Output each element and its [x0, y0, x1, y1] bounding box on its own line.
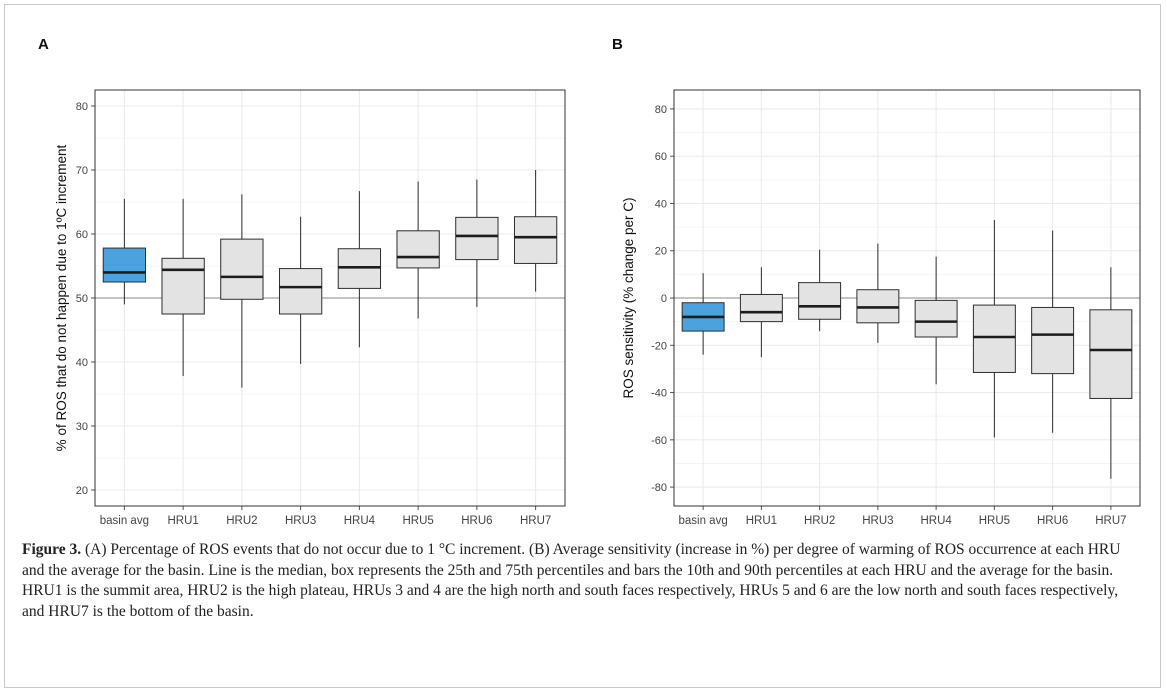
plot-border	[94, 89, 566, 507]
y-tick-label: 80	[76, 101, 88, 113]
chart-panel-a: A 20 30 40 50 60 70 80 basin avg HRU1 HRU2 HRU3 HRU4…	[38, 36, 566, 527]
y-tick-label: -40	[651, 388, 667, 400]
y-tick-label: 50	[76, 293, 88, 305]
x-tick-label: HRU6	[1037, 515, 1068, 527]
y-tick-label: -20	[651, 340, 667, 352]
y-tick-label: 40	[76, 357, 88, 369]
y-tick-label: 70	[76, 165, 88, 177]
box-hru1	[739, 293, 783, 323]
x-tick-label: HRU2	[226, 515, 257, 527]
x-tick-label: basin avg	[679, 515, 728, 527]
figure-caption: Figure 3. (A) Percentage of ROS events t…	[22, 540, 1142, 622]
x-tick-label: HRU3	[862, 515, 893, 527]
y-tick-label: 0	[661, 293, 667, 305]
x-tick-label: HRU4	[344, 515, 376, 527]
figure-frame	[4, 4, 1161, 688]
y-tick-label: 60	[655, 151, 667, 163]
x-tick-label: HRU5	[402, 515, 433, 527]
box-basin-avg	[102, 247, 147, 283]
box-hru7	[1089, 309, 1133, 399]
x-tick-label: HRU1	[167, 515, 198, 527]
y-tick-label: 30	[76, 421, 88, 433]
box-hru6	[455, 216, 499, 261]
x-tick-label: HRU3	[285, 515, 316, 527]
y-tick-label: -80	[651, 482, 667, 494]
y-tick-label: 40	[655, 198, 667, 210]
box-hru5	[396, 230, 440, 269]
x-tick-label: HRU6	[461, 515, 492, 527]
box-hru6	[1031, 306, 1075, 375]
y-tick-label: 20	[655, 246, 667, 258]
x-tick-label: HRU7	[1095, 515, 1126, 527]
x-tick-label: HRU2	[804, 515, 835, 527]
caption-text: (A) Percentage of ROS events that do not…	[22, 541, 1121, 620]
y-tick-label: 60	[76, 229, 88, 241]
x-tick-label: HRU1	[746, 515, 777, 527]
chart-panel-b: B -80 -60 -40 -20 0 20 40 60 80 basin avg HRU1 HRU2 H…	[612, 36, 1141, 527]
box-hru5	[972, 304, 1016, 373]
y-tick-label: 20	[76, 485, 88, 497]
x-tick-label: HRU4	[920, 515, 952, 527]
plot-border	[673, 89, 1141, 507]
box-hru3	[278, 268, 323, 315]
panel-label: A	[38, 36, 49, 53]
box-hru2	[220, 238, 264, 300]
box-hru7	[513, 216, 558, 264]
box-hru4	[914, 299, 958, 338]
y-tick-label: 80	[655, 104, 667, 116]
figure-charts: A 20 30 40 50 60 70 80 basin avg HRU1 HRU2 HRU3 HRU4…	[38, 36, 1141, 527]
x-tick-label: basin avg	[100, 515, 149, 527]
box-hru2	[798, 282, 842, 320]
box-hru1	[161, 257, 205, 315]
y-axis-title: ROS sensitivity (% change per C)	[621, 197, 636, 398]
caption-label: Figure 3.	[22, 541, 82, 558]
x-tick-label: HRU7	[520, 515, 551, 527]
x-tick-label: HRU5	[979, 515, 1010, 527]
y-tick-label: -60	[651, 435, 667, 447]
panel-label: B	[612, 36, 623, 53]
y-axis-title: % of ROS that do not happen due to 1ºC i…	[54, 144, 69, 451]
